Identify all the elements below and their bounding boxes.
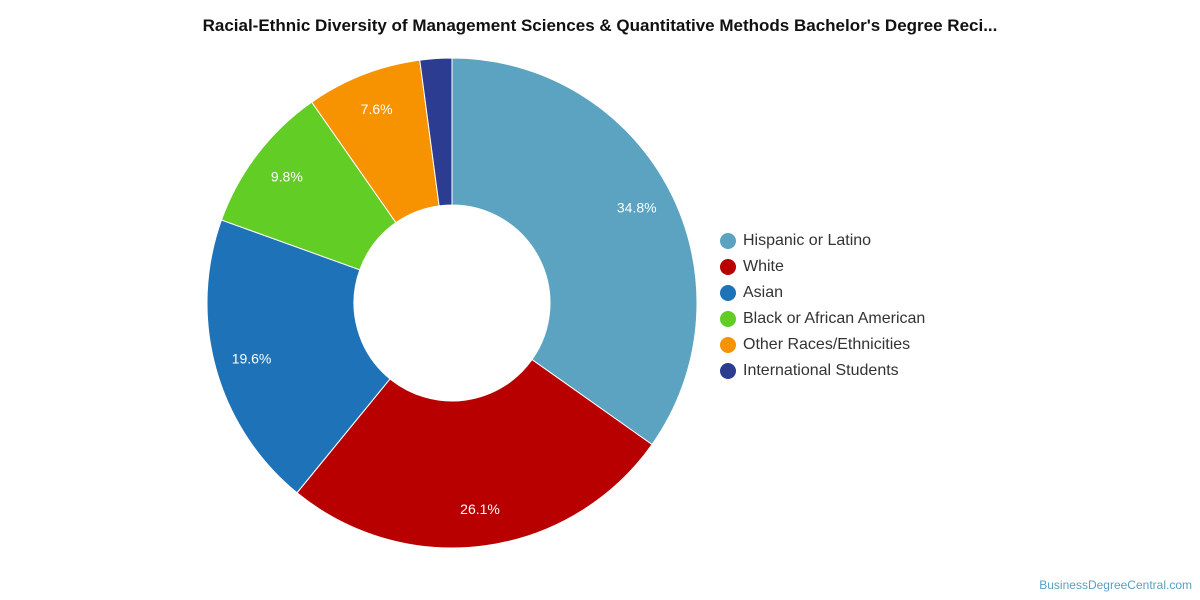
legend-swatch-icon [720,311,736,327]
legend-swatch-icon [720,233,736,249]
legend-swatch-icon [720,259,736,275]
slice-value-label: 9.8% [271,169,303,185]
legend-item-white[interactable]: White [720,254,925,280]
legend-label: Hispanic or Latino [743,232,872,249]
chart-legend: Hispanic or Latino White Asian Black or Afr… [720,228,925,384]
legend-swatch-icon [720,337,736,353]
legend-item-other-races-ethnicities[interactable]: Other Races/Ethnicities [720,332,925,358]
legend-swatch-icon [720,363,736,379]
legend-label: Other Races/Ethnicities [743,336,911,353]
donut-slice-asian[interactable] [206,219,391,494]
legend-label: Asian [743,284,784,301]
donut-slice-hispanic-or-latino[interactable] [451,57,698,446]
slice-value-label: 26.1% [460,501,500,517]
legend-item-hispanic-or-latino[interactable]: Hispanic or Latino [720,228,925,254]
donut-slice-international-students[interactable] [419,57,453,207]
legend-label: International Students [743,362,899,379]
source-credit-link[interactable]: BusinessDegreeCentral.com [1039,578,1192,592]
slice-value-label: 19.6% [232,351,272,367]
legend-label: White [743,258,784,275]
legend-label: Black or African American [743,310,926,327]
legend-swatch-icon [720,285,736,301]
legend-item-international-students[interactable]: International Students [720,358,925,384]
donut-slice-white[interactable] [296,358,653,549]
legend-item-black-or-african-american[interactable]: Black or African American [720,306,925,332]
chart-title: Racial-Ethnic Diversity of Management Sc… [202,16,998,35]
legend-item-asian[interactable]: Asian [720,280,925,306]
slice-value-label: 34.8% [617,199,657,215]
slice-value-label: 7.6% [361,101,393,117]
